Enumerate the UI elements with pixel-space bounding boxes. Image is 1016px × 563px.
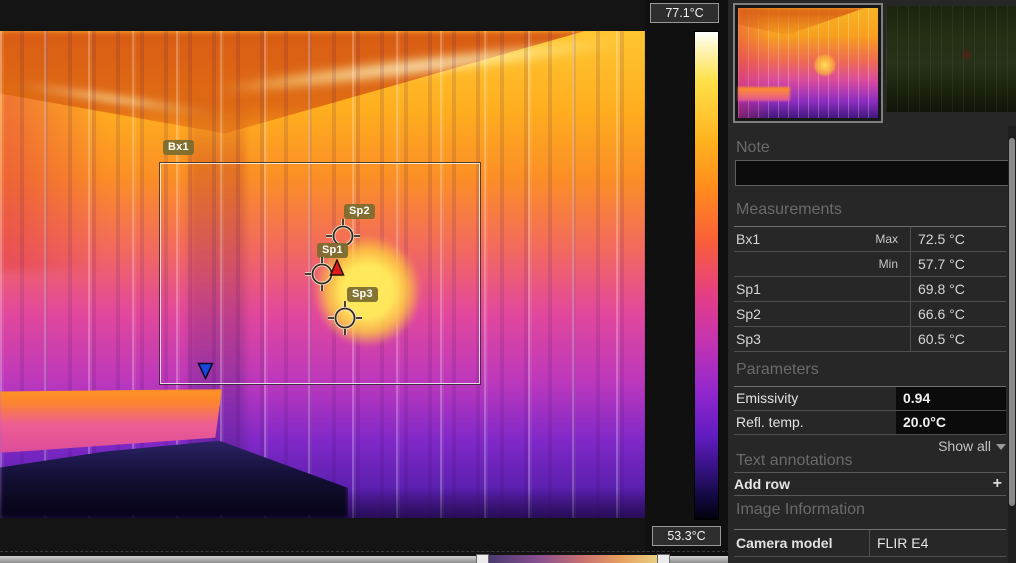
emissivity-value-field[interactable]: 0.94 — [896, 387, 1006, 410]
parameter-row-emissivity: Emissivity 0.94 — [734, 387, 1006, 411]
info-value: FLIR E4 — [869, 530, 1006, 556]
parameter-name: Refl. temp. — [736, 414, 804, 430]
measurement-row-sp3[interactable]: Sp3 60.5 °C — [734, 327, 1006, 352]
add-row-button[interactable]: Add row + — [734, 473, 1006, 496]
note-heading: Note — [736, 139, 770, 156]
measurement-row-bx1-max[interactable]: Bx1 Max 72.5 °C — [734, 227, 1006, 252]
measurement-stat — [854, 302, 910, 326]
span-slider-track[interactable] — [0, 556, 730, 563]
panel-scrollbar-thumb[interactable] — [1009, 138, 1015, 506]
box-min-marker-icon — [197, 362, 214, 380]
measurement-name: Bx1 — [736, 231, 761, 247]
span-slider-gradient[interactable] — [489, 555, 658, 563]
measurements-heading: Measurements — [736, 201, 842, 218]
thermal-bottom-dark — [0, 488, 645, 518]
show-all-label: Show all — [938, 438, 991, 454]
measurement-name: Sp2 — [736, 306, 761, 322]
measurement-box-bx1[interactable] — [159, 162, 481, 385]
measurement-value: 66.6 °C — [910, 302, 1006, 326]
measurement-row-bx1-min[interactable]: Min 57.7 °C — [734, 252, 1006, 277]
box-max-marker-icon — [329, 259, 345, 276]
measurement-stat: Min — [878, 257, 898, 271]
parameter-name: Emissivity — [736, 390, 799, 406]
measurement-value: 57.7 °C — [910, 252, 1006, 276]
image-information-table: Camera model FLIR E4 — [734, 529, 1006, 557]
thermal-thumbnail-ceiling — [738, 8, 865, 35]
parameter-row-refl-temp: Refl. temp. 20.0°C — [734, 411, 1006, 435]
scale-max-label[interactable]: 77.1°C — [650, 3, 719, 23]
thermal-thumbnail-selected[interactable] — [733, 3, 883, 123]
scale-min-label[interactable]: 53.3°C — [652, 526, 721, 546]
image-area-separator — [0, 551, 730, 552]
spot-marker-sp3[interactable] — [323, 296, 367, 340]
label-bx1[interactable]: Bx1 — [163, 140, 194, 155]
thermal-thumbnail-image — [738, 8, 878, 118]
refl-temp-value-field[interactable]: 20.0°C — [896, 411, 1006, 434]
measurement-name: Sp3 — [736, 331, 761, 347]
span-slider-handle-right[interactable] — [657, 554, 670, 563]
measurement-stat — [854, 327, 910, 351]
show-all-link[interactable]: Show all — [850, 438, 1006, 454]
text-annotations-rule — [734, 472, 1006, 473]
measurement-stat: Max — [875, 232, 898, 246]
measurement-value: 69.8 °C — [910, 277, 1006, 301]
label-sp2[interactable]: Sp2 — [344, 204, 375, 219]
parameters-heading: Parameters — [736, 361, 819, 378]
measurements-table: Bx1 Max 72.5 °C Min 57.7 °C Sp1 69.8 °C … — [734, 226, 1006, 352]
temperature-scale-bar[interactable] — [694, 31, 719, 520]
chevron-down-icon — [996, 444, 1006, 451]
image-information-heading: Image Information — [736, 501, 865, 518]
visual-photo-thumbnail[interactable] — [886, 6, 1016, 112]
camera-model-row: Camera model FLIR E4 — [734, 530, 1006, 557]
text-annotations-heading: Text annotations — [736, 452, 853, 469]
info-name: Camera model — [736, 535, 833, 551]
thermal-thumbnail-bench — [738, 87, 790, 101]
measurement-value: 60.5 °C — [910, 327, 1006, 351]
measurement-row-sp2[interactable]: Sp2 66.6 °C — [734, 302, 1006, 327]
measurement-value: 72.5 °C — [910, 227, 1006, 251]
measurement-name — [734, 252, 854, 276]
note-input[interactable] — [735, 160, 1015, 186]
thermal-image-canvas[interactable] — [0, 31, 645, 518]
span-slider-handle-left[interactable] — [476, 554, 489, 563]
parameters-table: Emissivity 0.94 Refl. temp. 20.0°C — [734, 386, 1006, 435]
measurement-row-sp1[interactable]: Sp1 69.8 °C — [734, 277, 1006, 302]
label-sp3[interactable]: Sp3 — [347, 287, 378, 302]
plus-icon[interactable]: + — [992, 475, 1002, 492]
add-row-label: Add row — [734, 476, 790, 492]
measurement-stat — [854, 277, 910, 301]
measurement-name: Sp1 — [736, 281, 761, 297]
label-sp1[interactable]: Sp1 — [317, 243, 348, 258]
